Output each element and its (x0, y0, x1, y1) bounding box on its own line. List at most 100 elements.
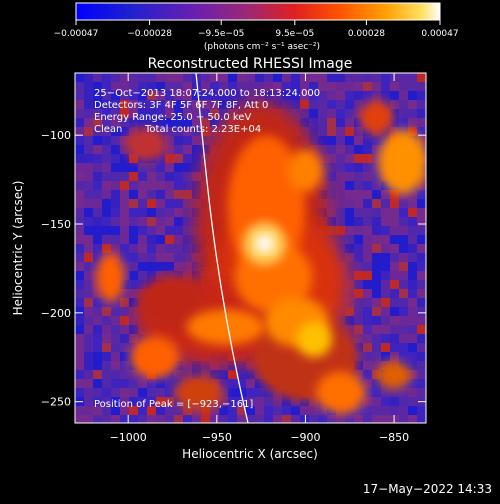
heatmap-cell (417, 307, 426, 316)
heatmap-cell (390, 91, 399, 100)
heatmap-cell (327, 226, 336, 235)
heatmap-cell (336, 118, 345, 127)
heatmap-cell (75, 406, 84, 415)
heatmap-cell (282, 82, 291, 91)
heatmap-cell (75, 82, 84, 91)
heatmap-cell (327, 199, 336, 208)
heatmap-cell (354, 73, 363, 82)
heatmap-cell (111, 316, 120, 325)
emission-blob (186, 309, 265, 345)
heatmap-cell (408, 262, 417, 271)
heatmap-cell (390, 82, 399, 91)
heatmap-cell (129, 100, 138, 109)
heatmap-cell (129, 415, 138, 423)
heatmap-cell (345, 208, 354, 217)
heatmap-cell (75, 127, 84, 136)
heatmap-cell (174, 406, 183, 415)
heatmap-cell (147, 379, 156, 388)
heatmap-cell (156, 163, 165, 172)
heatmap-cell (417, 136, 426, 145)
heatmap-cell (102, 334, 111, 343)
heatmap-cell (399, 262, 408, 271)
heatmap-cell (417, 109, 426, 118)
heatmap-cell (309, 109, 318, 118)
heatmap-cell (399, 91, 408, 100)
heatmap-cell (84, 289, 93, 298)
heatmap-cell (201, 127, 210, 136)
heatmap-cell (237, 397, 246, 406)
heatmap-cell (381, 280, 390, 289)
heatmap-cell (129, 82, 138, 91)
heatmap-cell (408, 334, 417, 343)
heatmap-cell (381, 397, 390, 406)
heatmap-cell (345, 271, 354, 280)
heatmap-cell (102, 361, 111, 370)
colorbar-tick-label: −9.5e−05 (198, 29, 244, 39)
heatmap-cell (354, 226, 363, 235)
heatmap-cell (363, 154, 372, 163)
heatmap-cell (408, 226, 417, 235)
heatmap-cell (147, 235, 156, 244)
heatmap-cell (93, 190, 102, 199)
heatmap-cell (291, 73, 300, 82)
heatmap-cell (417, 244, 426, 253)
heatmap-cell (417, 127, 426, 136)
heatmap-cell (183, 217, 192, 226)
heatmap-cell (399, 334, 408, 343)
heatmap-cell (408, 91, 417, 100)
heatmap-cell (192, 136, 201, 145)
heatmap-cell (120, 307, 129, 316)
heatmap-cell (336, 163, 345, 172)
heatmap-cell (408, 388, 417, 397)
heatmap-cell (111, 307, 120, 316)
heatmap-cell (75, 244, 84, 253)
heatmap-cell (372, 280, 381, 289)
heatmap-cell (147, 415, 156, 423)
heatmap-cell (237, 370, 246, 379)
heatmap-cell (381, 208, 390, 217)
heatmap-cell (102, 379, 111, 388)
y-tick-label: −150 (41, 218, 71, 231)
heatmap-cell (183, 361, 192, 370)
heatmap-cell (219, 397, 228, 406)
heatmap-cell (408, 289, 417, 298)
heatmap-cell (408, 325, 417, 334)
heatmap-cell (363, 343, 372, 352)
heatmap-cell (255, 406, 264, 415)
heatmap-cell (120, 181, 129, 190)
heatmap-cell (120, 199, 129, 208)
heatmap-cell (228, 73, 237, 82)
heatmap-cell (327, 118, 336, 127)
heatmap-cell (336, 244, 345, 253)
heatmap-cell (102, 145, 111, 154)
heatmap-cell (111, 127, 120, 136)
heatmap-cell (147, 73, 156, 82)
heatmap-cell (192, 127, 201, 136)
heatmap-cell (381, 190, 390, 199)
heatmap-cell (408, 100, 417, 109)
heatmap-cell (417, 361, 426, 370)
heatmap-cell (372, 91, 381, 100)
heatmap-cell (336, 136, 345, 145)
heatmap-cell (147, 181, 156, 190)
heatmap-cell (129, 325, 138, 334)
heatmap-cell (372, 244, 381, 253)
heatmap-cell (111, 109, 120, 118)
heatmap-cell (165, 73, 174, 82)
heatmap-cell (255, 415, 264, 423)
heatmap-cell (399, 118, 408, 127)
heatmap-cell (318, 82, 327, 91)
heatmap-cell (93, 172, 102, 181)
heatmap-cell (417, 280, 426, 289)
heatmap-cell (408, 298, 417, 307)
heatmap-cell (354, 280, 363, 289)
heatmap-cell (84, 253, 93, 262)
heatmap-cell (129, 298, 138, 307)
heatmap-cell (390, 118, 399, 127)
heatmap-cell (138, 244, 147, 253)
heatmap-cell (111, 82, 120, 91)
heatmap-cell (129, 190, 138, 199)
heatmap-cell (327, 82, 336, 91)
heatmap-cell (156, 190, 165, 199)
heatmap-cell (372, 136, 381, 145)
